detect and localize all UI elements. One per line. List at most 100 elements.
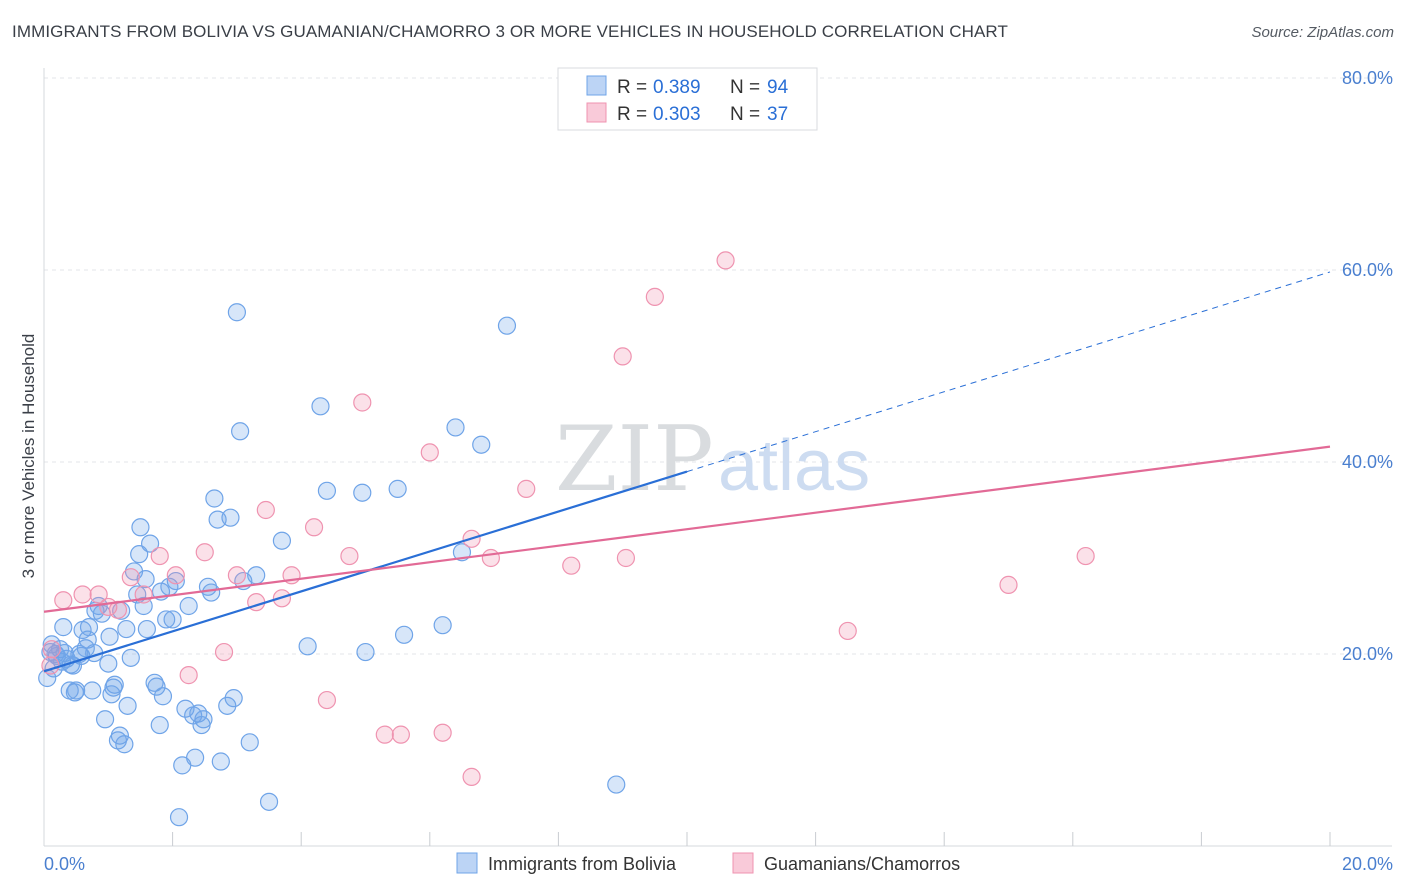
guamanian-point (317, 690, 337, 710)
x-tick-label-max: 20.0% (1342, 854, 1393, 874)
bolivia-point (140, 534, 160, 553)
guamanian-point (256, 500, 275, 520)
bolivia-point (117, 619, 136, 639)
bolivia-point (169, 808, 189, 827)
bolivia-point (259, 792, 279, 811)
bolivia-point (166, 571, 185, 591)
guamanian-point (517, 479, 536, 498)
y-axis-title: 3 or more Vehicles in Household (19, 334, 38, 579)
legend-swatch-blue (586, 75, 607, 96)
bolivia-point (54, 618, 73, 637)
bolivia-point (272, 531, 292, 550)
bolivia-point (240, 733, 259, 752)
guamanian-point (304, 518, 324, 537)
guamanian-point (54, 591, 73, 610)
y-tick-label-60: 60.0% (1342, 260, 1393, 280)
guamanian-point (166, 566, 185, 585)
guamanian-point (1076, 546, 1095, 566)
guamanian-point (716, 251, 735, 270)
bolivia-point (100, 627, 119, 646)
bolivia-point (202, 583, 221, 602)
bolivia-point (224, 689, 243, 708)
guamanian-point (89, 585, 108, 604)
bolivia-point (388, 479, 407, 498)
top-legend: R = 0.389 N = 94 R = 0.303 N = 37 (557, 67, 818, 131)
bolivia-point (317, 481, 337, 500)
bolivia-point (356, 642, 375, 662)
bolivia-point (231, 422, 250, 441)
bolivia-point (153, 687, 173, 706)
chart-title: IMMIGRANTS FROM BOLIVIA VS GUAMANIAN/CHA… (12, 22, 1008, 41)
bolivia-trend-extension (686, 271, 1331, 473)
guamanian-point (645, 287, 664, 306)
guamanian-point (562, 556, 581, 575)
trend-lines (43, 271, 1331, 673)
bolivia-point (298, 637, 317, 656)
guamanian-point (227, 566, 246, 585)
bolivia-point (130, 545, 149, 564)
bolivia-point (211, 752, 230, 771)
legend-swatch-pink (586, 102, 607, 123)
bolivia-point (433, 616, 452, 635)
guamanian-point (613, 347, 632, 366)
bolivia-point (65, 683, 84, 702)
bottom-legend-swatch-pink (732, 852, 754, 874)
guamanian-point (340, 546, 359, 566)
data-points (38, 251, 1095, 827)
bolivia-point (118, 696, 137, 715)
bolivia-point (353, 483, 372, 502)
bolivia-point (157, 610, 176, 629)
guamanian-point (150, 546, 169, 566)
bolivia-point (83, 681, 102, 700)
y-tick-labels: 20.0% 40.0% 60.0% 80.0% (1342, 68, 1393, 664)
bolivia-point (95, 710, 115, 729)
bolivia-point (99, 654, 118, 673)
bolivia-point (136, 570, 155, 589)
y-tick-label-80: 80.0% (1342, 68, 1393, 88)
bolivia-point (247, 566, 266, 585)
bolivia-point (102, 685, 121, 704)
guamanian-point (121, 568, 140, 587)
legend-blue-r-value: 0.389 (653, 77, 701, 98)
bolivia-point (179, 596, 198, 616)
x-tick-marks (172, 832, 1331, 846)
guamanian-point (838, 621, 857, 641)
guamanian-point (353, 393, 372, 412)
guamanian-point (391, 725, 410, 744)
y-tick-label-40: 40.0% (1342, 452, 1393, 472)
guamanian-point (481, 548, 500, 568)
legend-pink-n-label: N = (730, 104, 760, 125)
legend-pink-r-value: 0.303 (653, 104, 701, 125)
bolivia-point (184, 706, 203, 725)
bolivia-point (137, 619, 156, 639)
bottom-legend-label-pink: Guamanians/Chamorros (764, 854, 960, 874)
guamanian-point (42, 640, 61, 659)
grid-lines (44, 77, 1392, 655)
bolivia-point (186, 748, 205, 767)
bolivia-point (607, 775, 626, 794)
y-tick-label-20: 20.0% (1342, 644, 1393, 664)
bolivia-point (311, 397, 330, 416)
guamanian-point (616, 548, 636, 568)
bottom-legend-swatch-blue (456, 852, 478, 874)
bolivia-point (42, 635, 61, 654)
watermark-zip: ZIP (555, 407, 714, 512)
guamanian-point (462, 767, 481, 786)
guamanian-trend-line (43, 445, 1331, 613)
bolivia-point (145, 673, 164, 692)
bolivia-point (131, 518, 150, 537)
bolivia-point (227, 303, 246, 322)
guamanian-point (433, 723, 452, 742)
bolivia-point (194, 710, 213, 729)
legend-pink-r-label: R = (617, 104, 647, 125)
bolivia-point (121, 648, 140, 667)
bolivia-point (110, 726, 129, 745)
guamanian-point (214, 642, 234, 662)
bolivia-point (115, 735, 134, 754)
guamanian-point (375, 725, 394, 744)
bolivia-point (150, 715, 169, 735)
legend-blue-n-label: N = (730, 77, 760, 98)
guamanian-point (999, 575, 1018, 594)
bolivia-point (104, 678, 123, 697)
